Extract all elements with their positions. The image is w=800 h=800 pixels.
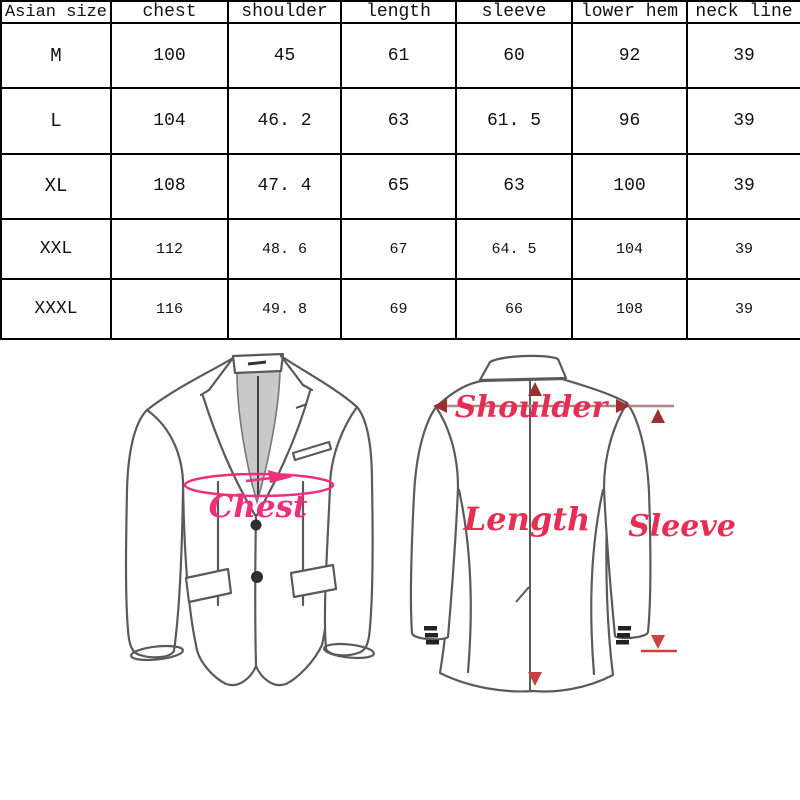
value-cell: 108	[110, 152, 229, 221]
column-header-neck-line: neck line	[686, 0, 800, 24]
value-cell: 39	[686, 278, 800, 340]
value-cell: 100	[571, 152, 688, 221]
table-row-xl: XL 108 47. 4 65 63 100 39	[0, 152, 800, 221]
measurement-diagram: Chest Shoulder Length	[0, 340, 800, 800]
chest-measure-annotation: Chest	[183, 470, 335, 525]
sleeve-arrowhead-down	[651, 635, 665, 649]
value-cell: 39	[686, 152, 800, 221]
size-label: L	[0, 87, 112, 155]
front-left-cuff	[130, 644, 184, 662]
value-cell: 104	[110, 87, 229, 155]
front-left-pocket-flap	[184, 567, 233, 604]
chest-arrow-ellipse	[183, 472, 335, 498]
table-row-xxxl: XXXL 116 49. 8 69 66 108 39	[0, 278, 800, 340]
back-right-cuff-buttons	[616, 626, 631, 645]
value-cell: 96	[571, 87, 688, 155]
column-header-chest: chest	[110, 0, 229, 24]
column-header-lower-hem: lower hem	[571, 0, 688, 24]
value-cell: 64. 5	[455, 218, 573, 281]
value-cell: 63	[455, 152, 573, 221]
front-right-pocket-flap	[289, 563, 338, 599]
size-label: M	[0, 21, 112, 90]
value-cell: 60	[455, 21, 573, 90]
column-header-shoulder: shoulder	[227, 0, 342, 24]
size-chart-table: Asian size chest shoulder length sleeve …	[0, 0, 800, 340]
table-row-xxl: XXL 112 48. 6 67 64. 5 104 39	[0, 218, 800, 281]
value-cell: 66	[455, 278, 573, 340]
value-cell: 63	[340, 87, 457, 155]
sleeve-arrowhead-up	[651, 409, 665, 423]
size-label: XXL	[0, 218, 112, 281]
table-row-l: L 104 46. 2 63 61. 5 96 39	[0, 87, 800, 155]
sleeve-label: Sleeve	[628, 509, 736, 544]
value-cell: 112	[110, 218, 229, 281]
front-collar-dash	[247, 360, 267, 366]
front-lapel-notches	[199, 383, 314, 397]
back-princess-seams	[457, 488, 605, 676]
front-right-cuff	[323, 642, 375, 660]
value-cell: 67	[340, 218, 457, 281]
value-cell: 116	[110, 278, 229, 340]
table-row-m: M 100 45 61 60 92 39	[0, 21, 800, 90]
front-button-top	[250, 519, 262, 531]
front-center-line	[254, 513, 258, 668]
front-left-sleeve	[124, 408, 185, 659]
length-arrowhead-up	[528, 382, 542, 396]
chest-arrowhead	[268, 470, 293, 483]
jacket-back-view	[409, 354, 652, 693]
back-collar	[478, 354, 568, 382]
column-header-length: length	[340, 0, 457, 24]
size-label: XL	[0, 152, 112, 221]
front-lapel-edges	[201, 389, 312, 517]
value-cell: 39	[686, 21, 800, 90]
length-label: Length	[463, 500, 591, 538]
jacket-front-view	[124, 352, 375, 687]
back-left-sleeve	[409, 405, 460, 641]
value-cell: 65	[340, 152, 457, 221]
sleeve-measure-annotation: Sleeve	[628, 409, 736, 653]
value-cell: 39	[686, 218, 800, 281]
chest-label: Chest	[209, 489, 308, 525]
value-cell: 104	[571, 218, 688, 281]
column-header-asian-size: Asian size	[0, 0, 112, 24]
front-collar-edges	[207, 354, 305, 392]
shoulder-arrowhead-left	[433, 399, 447, 413]
value-cell: 46. 2	[227, 87, 342, 155]
length-arrowhead-down	[528, 672, 542, 686]
back-left-cuff-buttons	[424, 626, 439, 645]
value-cell: 108	[571, 278, 688, 340]
value-cell: 48. 6	[227, 218, 342, 281]
back-right-sleeve	[602, 401, 652, 640]
value-cell: 47. 4	[227, 152, 342, 221]
front-button-bottom	[251, 571, 263, 583]
size-label: XXXL	[0, 278, 112, 340]
column-header-sleeve: sleeve	[455, 0, 573, 24]
length-measure-annotation: Length	[463, 382, 591, 686]
value-cell: 92	[571, 21, 688, 90]
shoulder-arrowhead-right	[616, 399, 630, 413]
value-cell: 49. 8	[227, 278, 342, 340]
shoulder-measure-annotation: Shoulder	[433, 390, 674, 425]
value-cell: 61. 5	[455, 87, 573, 155]
back-vent-tick	[515, 586, 530, 603]
header-row: Asian size chest shoulder length sleeve …	[0, 0, 800, 24]
value-cell: 61	[340, 21, 457, 90]
front-lapel-buttonhole	[295, 403, 308, 409]
value-cell: 45	[227, 21, 342, 90]
value-cell: 69	[340, 278, 457, 340]
front-breast-pocket	[291, 440, 333, 462]
value-cell: 100	[110, 21, 229, 90]
value-cell: 39	[686, 87, 800, 155]
